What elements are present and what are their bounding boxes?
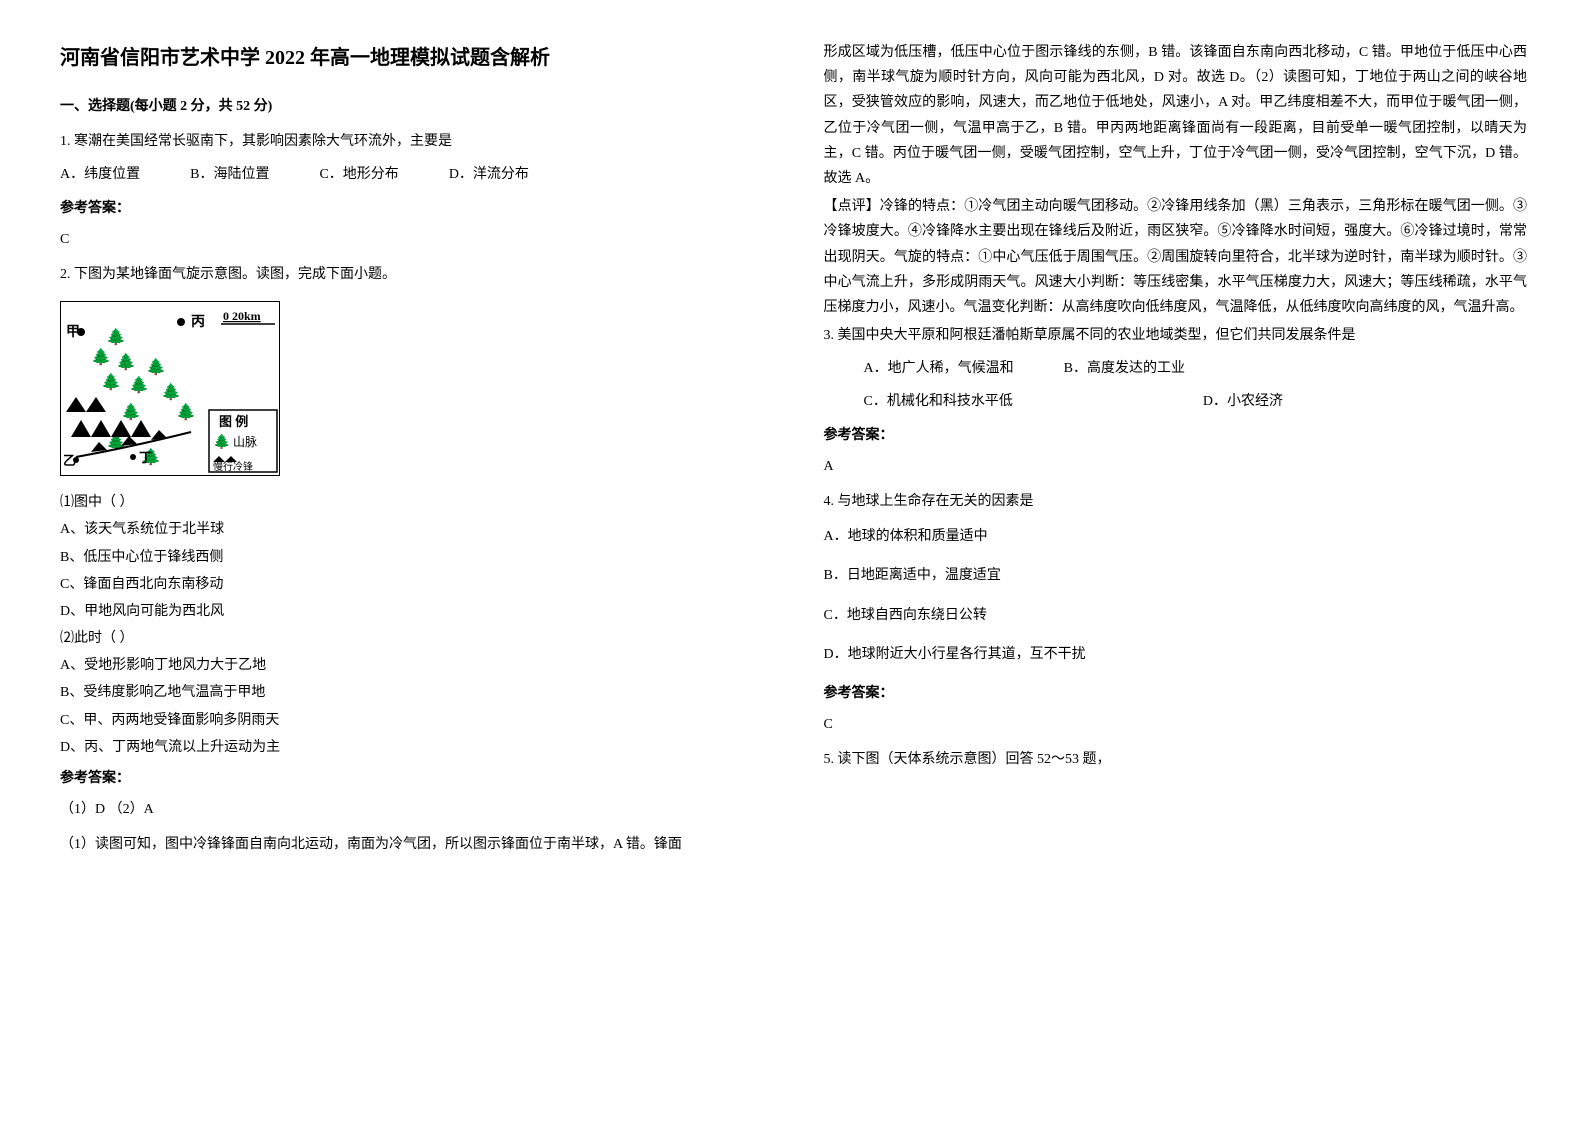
svg-text:🌲: 🌲 — [129, 375, 149, 394]
legend-mountain-label: 山脉 — [233, 434, 257, 449]
comment-text: 冷锋的特点：①冷气团主动向暖气团移动。②冷锋用线条加（黑）三角表示，三角形标在暖… — [824, 199, 1528, 315]
q2-diagram: 0 20km 丙 甲 🌲 🌲 🌲 🌲 🌲 🌲 — [60, 301, 280, 476]
q2-sub1-opt-a: A、该天气系统位于北半球 — [60, 517, 764, 542]
q4-answer-label: 参考答案： — [824, 681, 1528, 706]
q3-answer-label: 参考答案： — [824, 423, 1528, 448]
svg-text:🌲: 🌲 — [106, 327, 126, 346]
legend-title: 图 例 — [219, 414, 248, 429]
section-1-header: 一、选择题(每小题 2 分，共 52 分) — [60, 94, 764, 119]
q3-opt-d: D．小农经济 — [1203, 389, 1283, 414]
q1-opt-b: B．海陆位置 — [190, 162, 269, 187]
tree-symbols: 🌲 🌲 🌲 🌲 🌲 🌲 🌲 🌲 🌲 🌲 🌲 — [91, 327, 196, 466]
q5-text: 5. 读下图（天体系统示意图）回答 52～53 题， — [824, 747, 1528, 772]
point-ding-label: 丁 — [139, 450, 152, 465]
svg-text:🌲: 🌲 — [146, 357, 166, 376]
q4-opt-d: D．地球附近大小行星各行其道，互不干扰 — [824, 642, 1528, 667]
q2-diagram-container: 0 20km 丙 甲 🌲 🌲 🌲 🌲 🌲 🌲 — [60, 301, 280, 476]
q3-opt-b: B．高度发达的工业 — [1064, 356, 1185, 381]
q1-answer: C — [60, 227, 764, 252]
q2-explain2: 形成区域为低压槽，低压中心位于图示锋线的东侧，B 错。该锋面自东南向西北移动，C… — [824, 40, 1528, 191]
q3-text: 3. 美国中央大平原和阿根廷潘帕斯草原属不同的农业地域类型，但它们共同发展条件是 — [824, 323, 1528, 348]
scale-label: 0 20km — [223, 309, 261, 323]
q1-options: A．纬度位置 B．海陆位置 C．地形分布 D．洋流分布 — [60, 162, 764, 187]
q2-sub1-opt-c: C、锋面自西北向东南移动 — [60, 572, 764, 597]
q3-opt-a: A．地广人稀，气候温和 — [864, 356, 1014, 381]
q4-opt-a: A．地球的体积和质量适中 — [824, 524, 1528, 549]
q4-opt-b: B．日地距离适中，温度适宜 — [824, 563, 1528, 588]
point-jia-label: 甲 — [66, 324, 80, 340]
point-bing-label: 丙 — [191, 314, 205, 330]
svg-text:🌲: 🌲 — [121, 402, 141, 421]
q3-answer: A — [824, 454, 1528, 479]
q2-sub2-text: ⑵此时（ ） — [60, 626, 764, 651]
q1-answer-label: 参考答案： — [60, 196, 764, 221]
q2-sub1-opt-b: B、低压中心位于锋线西侧 — [60, 545, 764, 570]
legend-mountain-icon: 🌲 — [213, 433, 230, 450]
svg-text:🌲: 🌲 — [116, 352, 136, 371]
q2-sub1-text: ⑴图中（ ） — [60, 490, 764, 515]
q2-sub2-opt-d: D、丙、丁两地气流以上升运动为主 — [60, 735, 764, 760]
diagram-svg: 0 20km 丙 甲 🌲 🌲 🌲 🌲 🌲 🌲 — [61, 302, 279, 475]
q2-answer: （1）D （2）A — [60, 797, 764, 822]
q2-answer-label: 参考答案： — [60, 766, 764, 791]
q2-sub2-opt-c: C、甲、丙两地受锋面影响多阴雨天 — [60, 708, 764, 733]
point-bing-dot — [177, 318, 185, 326]
svg-text:🌲: 🌲 — [176, 402, 196, 421]
q3-options: A．地广人稀，气候温和 B．高度发达的工业 C．机械化和科技水平低 D．小农经济 — [824, 356, 1528, 414]
q1-opt-a: A．纬度位置 — [60, 162, 140, 187]
q2-sub2-opt-a: A、受地形影响丁地风力大于乙地 — [60, 653, 764, 678]
left-column: 河南省信阳市艺术中学 2022 年高一地理模拟试题含解析 一、选择题(每小题 2… — [60, 40, 764, 861]
comment-label: 【点评】 — [824, 199, 880, 214]
point-ding-dot — [130, 454, 136, 460]
q2-text: 2. 下图为某地锋面气旋示意图。读图，完成下面小题。 — [60, 262, 764, 287]
document-title: 河南省信阳市艺术中学 2022 年高一地理模拟试题含解析 — [60, 40, 764, 76]
point-yi-label: 乙 — [63, 453, 76, 468]
svg-text:🌲: 🌲 — [101, 372, 121, 391]
svg-text:🌲: 🌲 — [91, 347, 111, 366]
q2-explain1: （1）读图可知，图中冷锋锋面自南向北运动，南面为冷气团，所以图示锋面位于南半球，… — [60, 832, 764, 857]
q2-comment: 【点评】冷锋的特点：①冷气团主动向暖气团移动。②冷锋用线条加（黑）三角表示，三角… — [824, 194, 1528, 320]
q2-sub1-opt-d: D、甲地风向可能为西北风 — [60, 599, 764, 624]
q3-opt-c: C．机械化和科技水平低 — [864, 389, 1013, 414]
q1-opt-d: D．洋流分布 — [449, 162, 529, 187]
q1-opt-c: C．地形分布 — [319, 162, 398, 187]
svg-text:🌲: 🌲 — [161, 382, 181, 401]
right-column: 形成区域为低压槽，低压中心位于图示锋线的东侧，B 错。该锋面自东南向西北移动，C… — [824, 40, 1528, 861]
q4-answer: C — [824, 712, 1528, 737]
page-container: 河南省信阳市艺术中学 2022 年高一地理模拟试题含解析 一、选择题(每小题 2… — [60, 40, 1527, 861]
q4-text: 4. 与地球上生命存在无关的因素是 — [824, 489, 1528, 514]
q4-opt-c: C．地球自西向东绕日公转 — [824, 603, 1528, 628]
q2-sub2-opt-b: B、受纬度影响乙地气温高于甲地 — [60, 680, 764, 705]
legend-coldfront-label: 慢行冷锋 — [213, 460, 253, 473]
q1-text: 1. 寒潮在美国经常长驱南下，其影响因素除大气环流外，主要是 — [60, 129, 764, 154]
